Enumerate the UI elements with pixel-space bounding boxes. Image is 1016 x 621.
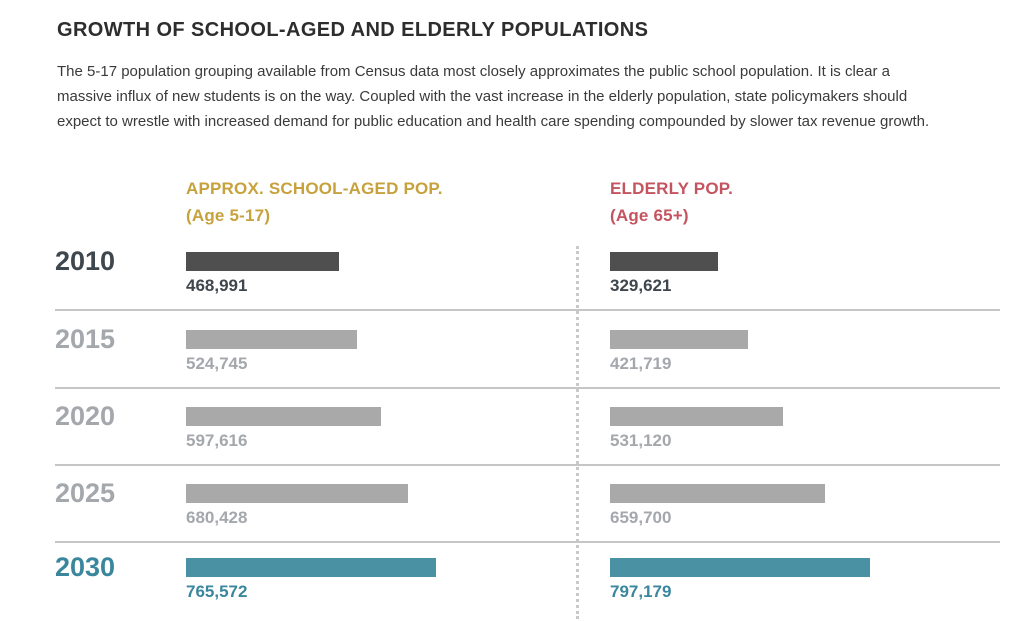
population-value-elderly-2010: 329,621 bbox=[610, 276, 672, 295]
population-bar-school-2025 bbox=[186, 484, 408, 503]
population-value-school-2015: 524,745 bbox=[186, 354, 248, 373]
column-header-school-aged-line1: APPROX. SCHOOL-AGED POP. bbox=[186, 179, 443, 198]
population-bar-elderly-2015 bbox=[610, 330, 748, 349]
population-bar-elderly-2030 bbox=[610, 558, 870, 577]
population-value-school-2030: 765,572 bbox=[186, 582, 248, 601]
population-bar-elderly-2020 bbox=[610, 407, 783, 426]
population-value-school-2020: 597,616 bbox=[186, 431, 248, 450]
column-header-elderly: ELDERLY POP. (Age 65+) bbox=[610, 175, 733, 229]
column-header-school-aged: APPROX. SCHOOL-AGED POP. (Age 5-17) bbox=[186, 175, 443, 229]
population-value-elderly-2015: 421,719 bbox=[610, 354, 672, 373]
year-label-2010: 2010 bbox=[55, 246, 116, 276]
population-bar-school-2030 bbox=[186, 558, 436, 577]
population-bar-elderly-2025 bbox=[610, 484, 825, 503]
population-value-school-2025: 680,428 bbox=[186, 508, 248, 527]
population-value-school-2010: 468,991 bbox=[186, 276, 248, 295]
population-value-elderly-2020: 531,120 bbox=[610, 431, 672, 450]
column-header-school-aged-line2: (Age 5-17) bbox=[186, 206, 271, 225]
page-title: GROWTH OF SCHOOL-AGED AND ELDERLY POPULA… bbox=[57, 19, 649, 42]
row-separator bbox=[55, 387, 1000, 389]
year-label-2020: 2020 bbox=[55, 401, 116, 431]
column-divider-dotted-line bbox=[576, 246, 579, 619]
column-header-elderly-line2: (Age 65+) bbox=[610, 206, 689, 225]
row-separator bbox=[55, 541, 1000, 543]
row-separator bbox=[55, 309, 1000, 311]
year-label-2015: 2015 bbox=[55, 324, 116, 354]
population-bar-school-2010 bbox=[186, 252, 339, 271]
year-label-2030: 2030 bbox=[55, 552, 116, 582]
population-bar-school-2015 bbox=[186, 330, 357, 349]
row-separator bbox=[55, 464, 1000, 466]
population-bar-school-2020 bbox=[186, 407, 381, 426]
population-bar-elderly-2010 bbox=[610, 252, 718, 271]
column-header-elderly-line1: ELDERLY POP. bbox=[610, 179, 734, 198]
population-value-elderly-2025: 659,700 bbox=[610, 508, 672, 527]
population-value-elderly-2030: 797,179 bbox=[610, 582, 672, 601]
year-label-2025: 2025 bbox=[55, 478, 116, 508]
page-description: The 5-17 population grouping available f… bbox=[57, 63, 930, 130]
